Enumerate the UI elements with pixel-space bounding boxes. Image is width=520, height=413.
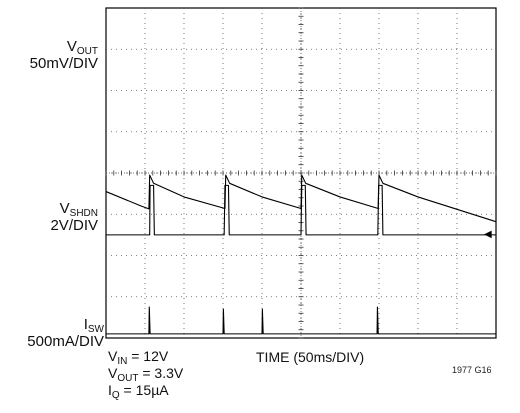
vin-sub: IN xyxy=(117,356,128,367)
vin-value: = 12V xyxy=(127,348,169,364)
isw-scale: 500mA/DIV xyxy=(27,333,104,350)
trace-shdn xyxy=(106,184,496,236)
vshdn-scale: 2V/DIV xyxy=(50,217,98,234)
isw-label-main: I xyxy=(83,316,88,333)
channel-label-isw: ISW 500mA/DIV xyxy=(0,316,104,350)
vout-value: = 3.3V xyxy=(138,365,184,381)
conditions-block: VIN = 12V VOUT = 3.3V IQ = 15µA xyxy=(108,348,258,401)
iq-main: I xyxy=(108,382,112,398)
figure-id: 1977 G16 xyxy=(452,365,492,375)
vshdn-label-main: V xyxy=(59,200,70,217)
vshdn-label-sub: SHDN xyxy=(69,208,98,219)
ground-marker: ◀ xyxy=(484,229,492,240)
channel-label-vshdn: VSHDN 2V/DIV xyxy=(10,200,98,234)
isw-label-sub: SW xyxy=(87,324,104,335)
condition-iq: IQ = 15µA xyxy=(108,382,258,401)
vout-label-sub: OUT xyxy=(76,46,98,57)
condition-vin: VIN = 12V xyxy=(108,348,258,367)
channel-label-vout: VOUT 50mV/DIV xyxy=(20,38,98,72)
vout-label-main: V xyxy=(66,38,77,55)
vin-main: V xyxy=(108,348,118,364)
trace-sw xyxy=(106,306,496,335)
vout-cond-sub: OUT xyxy=(117,373,139,384)
trace-out xyxy=(105,174,497,223)
condition-vout: VOUT = 3.3V xyxy=(108,365,258,384)
vout-cond-main: V xyxy=(108,365,118,381)
iq-value: = 15µA xyxy=(119,382,169,398)
x-axis-label: TIME (50ms/DIV) xyxy=(256,349,365,365)
waveform-traces xyxy=(105,174,497,335)
plot-grid xyxy=(105,7,497,339)
iq-sub: Q xyxy=(111,390,120,401)
vout-scale: 50mV/DIV xyxy=(29,55,98,72)
